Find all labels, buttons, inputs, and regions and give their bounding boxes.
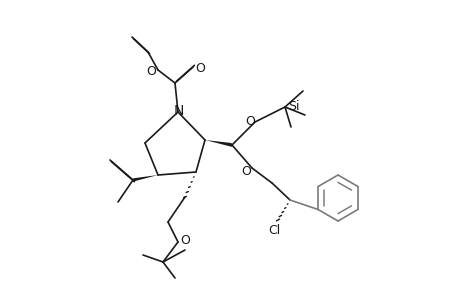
Polygon shape (205, 140, 232, 147)
Text: O: O (245, 115, 254, 128)
Text: N: N (174, 104, 184, 118)
Text: O: O (195, 61, 205, 74)
Text: O: O (179, 235, 190, 248)
Text: O: O (241, 164, 251, 178)
Text: Si: Si (288, 100, 299, 112)
Text: Cl: Cl (267, 224, 280, 238)
Text: O: O (146, 64, 156, 77)
Polygon shape (132, 175, 157, 182)
